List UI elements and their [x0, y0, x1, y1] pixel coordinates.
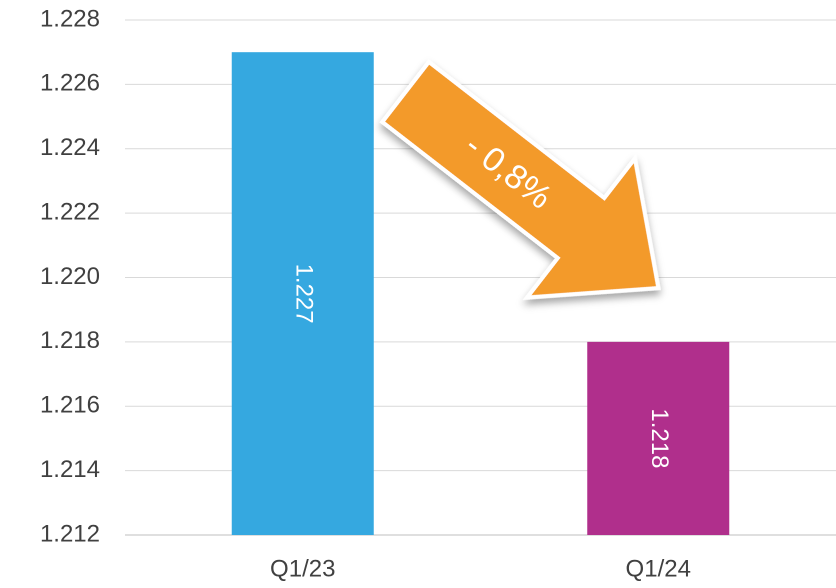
x-tick-label: Q1/24 [626, 555, 691, 582]
y-tick-label: 1.222 [40, 198, 100, 225]
y-tick-label: 1.228 [40, 5, 100, 32]
value-label: 1.218 [646, 408, 673, 468]
plot: 1.212 1.214 1.216 1.218 1.220 1.222 1.224 1.226… [40, 5, 836, 582]
bar [231, 52, 374, 535]
y-tick-label: 1.218 [40, 327, 100, 354]
y-tick-label: 1.216 [40, 392, 100, 419]
bar [587, 341, 730, 535]
value-label: 1.227 [290, 264, 317, 324]
x-tick-label: Q1/23 [270, 555, 335, 582]
change-arrow: - 0,8% [379, 59, 661, 300]
y-tick-label: 1.224 [40, 134, 100, 161]
arrow-shape [379, 59, 661, 300]
y-tick-label: 1.220 [40, 263, 100, 290]
y-tick-label: 1.212 [40, 520, 100, 547]
y-tick-label: 1.226 [40, 70, 100, 97]
y-tick-label: 1.214 [40, 456, 100, 483]
